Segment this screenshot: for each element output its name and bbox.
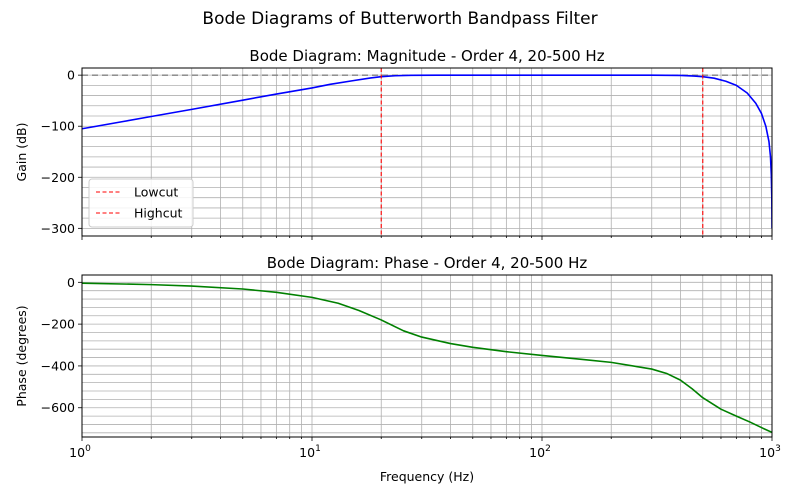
phase-y-tick-label: −200 <box>41 317 75 332</box>
magnitude-y-axis-label: Gain (dB) <box>14 123 29 182</box>
phase-plot: 0 −200 −400 −600 100 101 102 103 Bode Diagram: P… <box>14 254 781 484</box>
magnitude-legend: Lowcut Highcut <box>88 178 194 228</box>
phase-plot-title: Bode Diagram: Phase - Order 4, 20-500 Hz <box>267 254 588 272</box>
phase-x-tick-label: 100 <box>69 444 91 460</box>
phase-y-tick-label: −400 <box>41 358 75 373</box>
phase-axes-frame <box>81 274 773 438</box>
magnitude-plot: 0 −100 −200 −300 Bode Diagram: Magnitude - O… <box>14 47 773 240</box>
figure-suptitle: Bode Diagrams of Butterworth Bandpass Fi… <box>202 9 597 29</box>
phase-series-line <box>82 282 772 434</box>
magnitude-legend-box <box>88 178 194 228</box>
magnitude-legend-label: Lowcut <box>134 185 178 200</box>
phase-grid <box>81 275 772 437</box>
phase-x-axis-label: Frequency (Hz) <box>380 469 474 484</box>
magnitude-y-tick-label: 0 <box>67 68 75 83</box>
phase-x-tick-label: 103 <box>759 444 781 460</box>
phase-x-tick-label: 102 <box>529 444 551 460</box>
phase-y-tick-label: −600 <box>41 400 75 415</box>
magnitude-series-line <box>82 74 772 229</box>
phase-y-tick-label: 0 <box>67 275 75 290</box>
magnitude-y-tick-label: −200 <box>41 170 75 185</box>
magnitude-y-tick-label: −100 <box>41 119 75 134</box>
phase-y-axis-label: Phase (degrees) <box>14 305 29 406</box>
magnitude-legend-label: Highcut <box>134 206 183 221</box>
magnitude-axes-frame <box>81 67 773 237</box>
phase-x-tick-label: 101 <box>299 444 321 460</box>
magnitude-plot-title: Bode Diagram: Magnitude - Order 4, 20-50… <box>249 47 604 65</box>
magnitude-y-tick-label: −300 <box>41 221 75 236</box>
